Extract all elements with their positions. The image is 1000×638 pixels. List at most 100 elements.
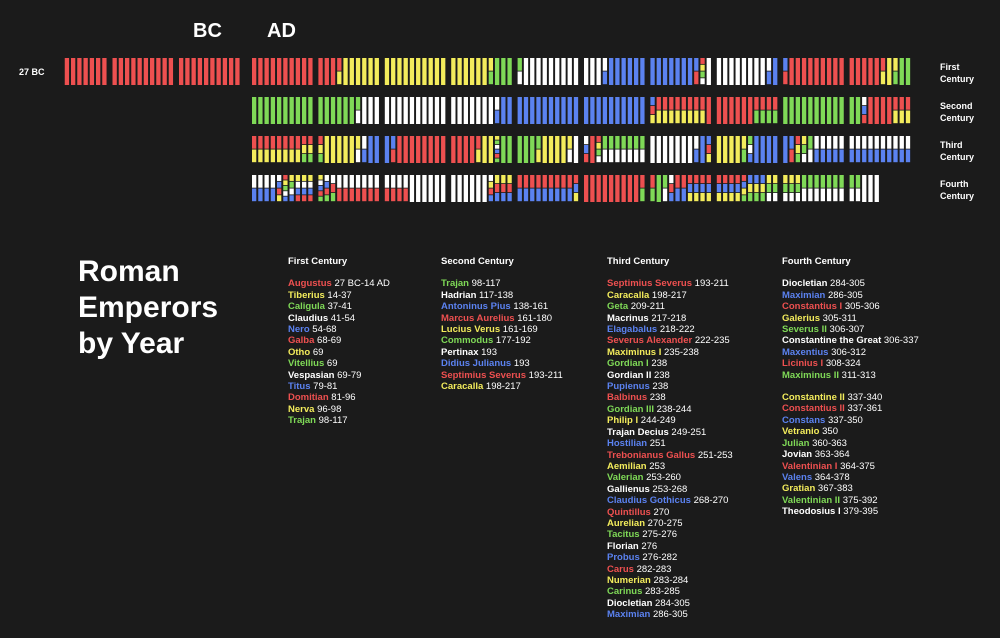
year-bar (681, 97, 686, 110)
year-bar (855, 149, 861, 163)
reign-years: 69-79 (337, 369, 362, 381)
year-bar (204, 58, 209, 85)
year-bar (318, 175, 323, 180)
year-bar (308, 181, 313, 188)
year-bar (814, 58, 819, 85)
year-bar (494, 136, 500, 140)
year-bar (542, 136, 547, 163)
emperor-name: Titus (288, 381, 311, 393)
year-bar (302, 175, 307, 181)
reign-years: 364-378 (814, 471, 850, 483)
year-bar (343, 136, 348, 163)
year-bar (687, 136, 693, 163)
year-bar (808, 97, 813, 124)
year-bar (343, 97, 348, 124)
year-bar (596, 97, 601, 124)
emperor-entry: Augustus 27 BC-14 AD (288, 278, 390, 289)
year-bar (706, 184, 711, 193)
year-bar (501, 175, 506, 184)
emperor-entry: Gordian I 238 (607, 358, 733, 369)
year-bar (501, 97, 506, 124)
year-bar (795, 154, 800, 163)
reign-years: 209-211 (630, 301, 665, 313)
year-bar (596, 175, 601, 202)
year-bar (102, 58, 107, 85)
emperor-name: Valentinian II (782, 494, 841, 506)
year-bar (650, 136, 655, 163)
year-bar (488, 181, 493, 188)
year-bar (283, 58, 288, 85)
year-bar (308, 136, 313, 145)
year-bar (899, 110, 904, 124)
year-bar (409, 175, 415, 202)
year-bar (349, 97, 354, 124)
year-bar (222, 58, 228, 85)
year-bar (270, 136, 276, 149)
year-bar (494, 184, 500, 193)
year-bar (548, 97, 554, 124)
year-bar (337, 136, 342, 163)
year-bar (735, 136, 740, 163)
year-bar (308, 175, 313, 181)
year-bar (397, 58, 402, 85)
column-heading: Second Century (441, 256, 514, 267)
year-bar (264, 188, 269, 202)
year-bar (295, 136, 301, 149)
year-bar (609, 58, 614, 85)
emperor-name: Maximian (782, 289, 826, 301)
year-bar (669, 175, 674, 184)
emperor-name: Constantius II (782, 403, 845, 415)
emperor-name: Septimius Severus (607, 278, 693, 290)
reign-years: 69 (326, 358, 338, 370)
year-bar (789, 136, 794, 149)
year-bar (83, 58, 88, 85)
year-bar (349, 175, 354, 188)
year-bar (318, 185, 323, 191)
year-bar (627, 58, 633, 85)
year-bar (899, 136, 904, 149)
ad-label: AD (267, 20, 296, 42)
year-bar (880, 136, 886, 149)
reign-years: 217-218 (651, 312, 687, 324)
year-bar (355, 149, 361, 163)
year-bar (362, 97, 367, 124)
emperor-entry: Gallienus 253-268 (607, 484, 733, 495)
emperor-name: Carus (607, 563, 634, 575)
year-bar (229, 58, 234, 85)
emperor-entry: Galba 68-69 (288, 335, 390, 346)
emperor-name: Didius Julianus (441, 358, 512, 370)
emperor-entry: Vetranio 350 (782, 426, 919, 437)
emperor-name: Theodosius I (782, 506, 841, 518)
year-bar (416, 58, 421, 85)
reign-years: 244-249 (640, 415, 676, 427)
year-bar (542, 188, 547, 202)
year-bar (795, 58, 800, 85)
year-bar (849, 58, 854, 85)
reign-years: 367-383 (817, 483, 853, 495)
year-bar (523, 58, 529, 85)
emperor-name: Maximinus I (607, 346, 662, 358)
emperor-name: Tiberius (288, 289, 325, 301)
emperor-list: Second Century Trajan 98-117 Hadrian 117-1… (441, 256, 563, 392)
emperor-name: Valerian (607, 472, 644, 484)
year-bar (343, 58, 348, 85)
year-bar (318, 58, 323, 85)
emperor-name: Marcus Aurelius (441, 312, 515, 324)
year-bar (760, 136, 765, 163)
year-bar (422, 136, 427, 163)
year-bar (783, 97, 788, 124)
year-bar (318, 191, 323, 196)
emperor-name: Quintillus (607, 506, 651, 518)
year-bar (536, 136, 541, 149)
start-label: 27 BC (19, 67, 45, 77)
year-bar (308, 97, 313, 124)
year-bar (536, 58, 541, 85)
year-bar (451, 58, 456, 85)
reign-years: 253-260 (646, 472, 681, 484)
year-bar (669, 184, 674, 193)
emperor-name: Numerian (607, 574, 651, 586)
year-bar (476, 58, 481, 85)
year-bar (905, 149, 911, 163)
reign-years: 193 (513, 358, 530, 370)
emperor-entry: Carinus 283-285 (607, 586, 733, 597)
